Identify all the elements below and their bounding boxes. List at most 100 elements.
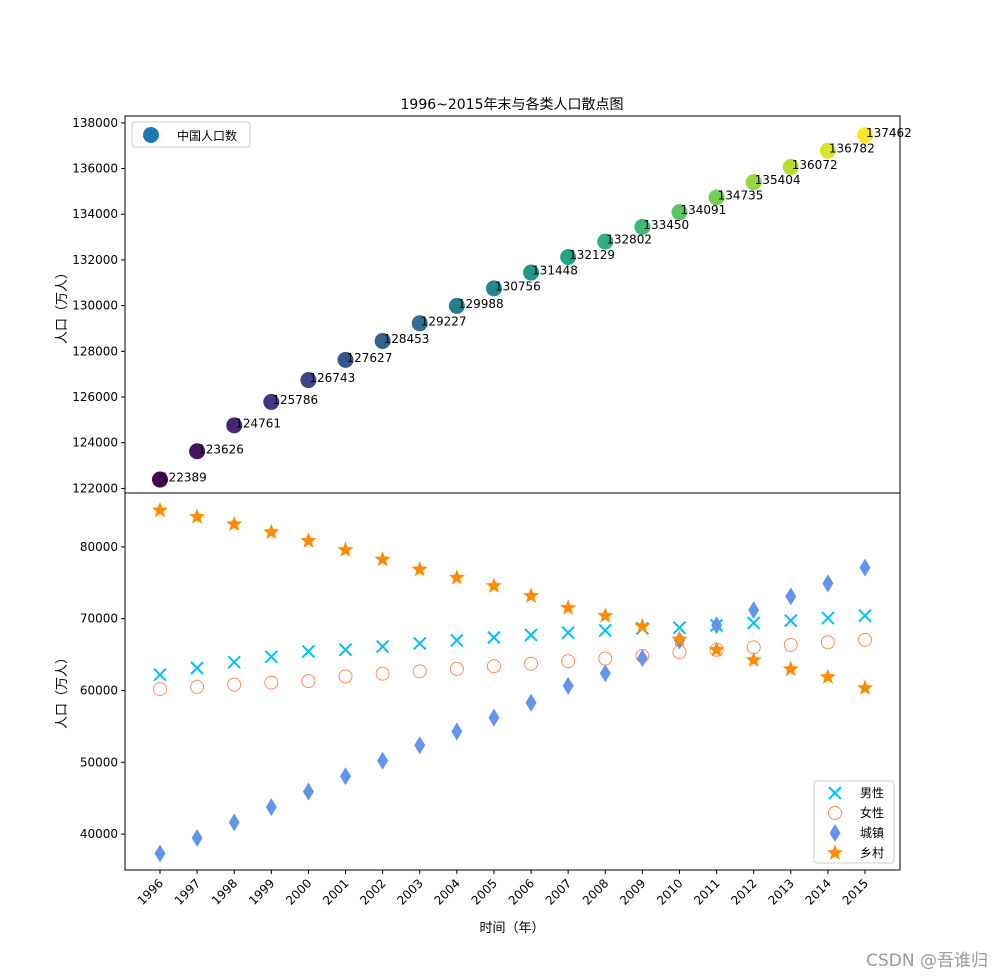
top-data-point xyxy=(226,417,243,434)
bottom-data-point xyxy=(413,636,427,651)
bottom-data-point xyxy=(485,577,503,593)
bottom-data-point xyxy=(375,666,390,681)
bottom-data-point xyxy=(599,664,611,683)
bottom-panel: 40000 50000 60000 70000 80000 1996 1997 1998 19… xyxy=(55,492,901,936)
bottom-data-point xyxy=(449,661,464,676)
top-y-tick-label: 134000 xyxy=(72,207,118,221)
bottom-data-point xyxy=(636,649,648,668)
top-data-point xyxy=(485,280,502,297)
bottom-x-tick-label: 1998 xyxy=(209,876,240,907)
top-data-label: 130756 xyxy=(495,279,541,293)
bottom-x-tick-label: 2011 xyxy=(691,876,722,907)
top-y-tick-label: 130000 xyxy=(72,299,118,313)
top-data-point xyxy=(337,351,354,368)
top-y-tick-label: 126000 xyxy=(72,390,118,404)
bottom-data-point xyxy=(486,659,501,674)
top-data-point xyxy=(523,264,540,281)
bottom-data-point xyxy=(561,654,576,669)
bottom-data-point xyxy=(561,625,575,640)
bottom-data-point xyxy=(748,601,760,620)
bottom-data-point xyxy=(302,782,314,801)
bottom-data-point xyxy=(264,650,279,664)
bottom-y-tick-label: 70000 xyxy=(80,612,118,626)
top-data-point xyxy=(634,218,651,235)
top-data-label: 135404 xyxy=(755,173,801,187)
bottom-data-point xyxy=(821,611,835,625)
bottom-data-point xyxy=(525,693,537,712)
bottom-data-point xyxy=(412,664,427,679)
bottom-data-point xyxy=(301,674,316,689)
bottom-data-point xyxy=(487,630,501,645)
bottom-data-point xyxy=(746,616,761,630)
top-data-label: 136782 xyxy=(829,142,875,156)
bottom-data-point xyxy=(190,679,205,694)
bottom-x-axis-label: 时间（年） xyxy=(479,921,544,936)
bottom-data-point xyxy=(301,644,316,659)
bottom-legend-label: 女性 xyxy=(860,805,884,820)
bottom-x-tick-label: 2014 xyxy=(803,876,834,907)
bottom-data-point xyxy=(858,608,872,623)
bottom-data-point xyxy=(191,829,203,848)
top-data-label: 125786 xyxy=(272,393,318,407)
top-y-tick-label: 128000 xyxy=(72,344,118,358)
top-data-point xyxy=(263,393,280,410)
top-data-point xyxy=(745,174,762,191)
bottom-x-tick-label: 2012 xyxy=(728,876,759,907)
bottom-x-tick-label: 1999 xyxy=(246,876,277,907)
top-data-label: 124761 xyxy=(235,416,281,430)
bottom-data-point xyxy=(562,676,574,695)
bottom-plot-frame xyxy=(124,492,901,871)
bottom-data-point xyxy=(560,599,577,615)
top-y-axis: 122000 124000 126000 128000 130000 132000 1340… xyxy=(72,116,125,495)
bottom-data-point xyxy=(190,661,204,675)
bottom-data-point xyxy=(374,550,391,567)
bottom-data-point xyxy=(448,569,465,585)
top-data-labels: 122389 123626 124761 125786 126743 127627 1284… xyxy=(161,126,912,484)
top-data-point xyxy=(374,332,391,349)
bottom-data-point xyxy=(488,708,500,727)
chart-title: 1996~2015年末与各类人口散点图 xyxy=(401,97,624,113)
bottom-x-tick-label: 2004 xyxy=(431,876,462,907)
bottom-legend-label: 乡村 xyxy=(860,846,884,860)
bottom-legend-marker xyxy=(829,824,841,842)
bottom-x-tick-label: 2006 xyxy=(506,876,537,907)
top-data-label: 133450 xyxy=(643,218,689,232)
bottom-x-tick-label: 2003 xyxy=(394,876,425,907)
bottom-y-tick-label: 50000 xyxy=(80,755,118,769)
top-legend-box xyxy=(131,121,251,148)
bottom-data-point xyxy=(153,682,167,697)
bottom-data-point xyxy=(820,635,835,650)
top-legend-label: 中国人口数 xyxy=(177,128,237,143)
watermark: CSDN @吾谁归 xyxy=(866,951,988,971)
bottom-data-point xyxy=(524,656,539,671)
bottom-data-point xyxy=(151,501,169,518)
bottom-data-point xyxy=(265,798,277,817)
top-y-tick-label: 122000 xyxy=(72,481,118,495)
top-data-label: 132802 xyxy=(606,233,652,247)
bottom-data-point xyxy=(153,667,167,682)
bottom-x-tick-label: 2009 xyxy=(617,876,648,907)
bottom-x-tick-label: 1996 xyxy=(135,876,166,907)
bottom-data-point xyxy=(745,651,762,668)
bottom-y-axis: 40000 50000 60000 70000 80000 xyxy=(80,540,125,841)
bottom-data-point xyxy=(672,620,687,635)
bottom-data-point xyxy=(859,558,871,577)
top-data-point xyxy=(819,142,836,159)
top-legend: 中国人口数 xyxy=(131,121,251,148)
bottom-legend-box xyxy=(813,780,895,864)
bottom-x-tick-label: 2000 xyxy=(283,876,314,907)
top-data-label: 122389 xyxy=(161,471,207,485)
bottom-x-tick-label: 2007 xyxy=(543,876,574,907)
top-data-label: 128453 xyxy=(384,332,430,346)
bottom-data-point xyxy=(522,587,540,603)
bottom-data-point xyxy=(300,532,317,548)
bottom-data-point xyxy=(263,523,280,540)
bottom-data-point xyxy=(264,675,279,690)
bottom-data-point xyxy=(711,616,723,635)
top-legend-marker xyxy=(143,127,159,143)
bottom-data-point xyxy=(597,607,614,623)
top-y-tick-label: 138000 xyxy=(72,116,118,130)
bottom-y-tick-label: 60000 xyxy=(80,683,118,697)
bottom-data-point xyxy=(524,628,538,642)
